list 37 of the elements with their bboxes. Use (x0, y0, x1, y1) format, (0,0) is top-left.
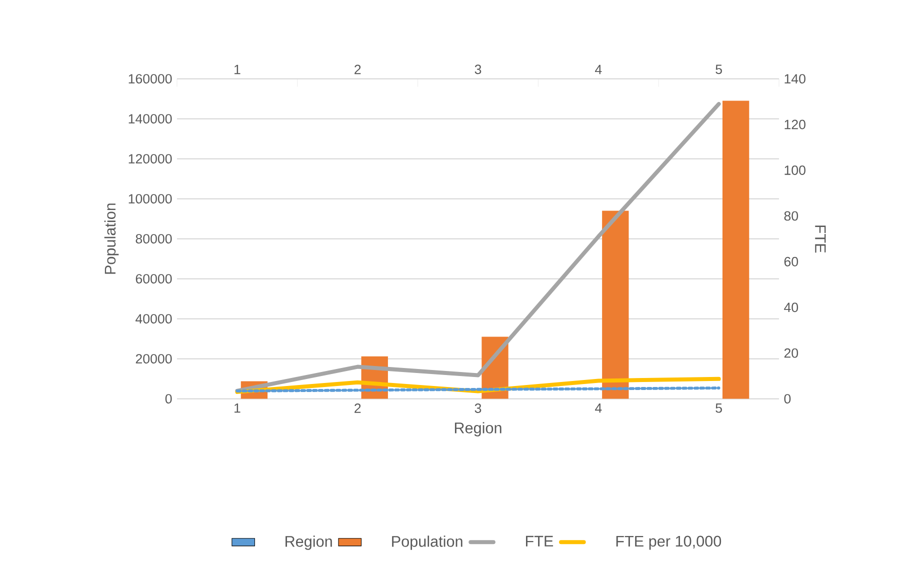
bar (722, 100, 750, 399)
y2-tick-label: 20 (784, 348, 798, 358)
y-tick-label: 100000 (128, 194, 172, 204)
legend-label: FTE per 10,000 (616, 536, 722, 550)
y-tick-label: 20000 (136, 354, 172, 364)
y2-tick-label: 100 (784, 166, 806, 175)
y2-tick-label: 80 (784, 211, 798, 221)
legend-label: FTE (526, 536, 554, 546)
y-tick-label: 120000 (128, 154, 172, 164)
y2-tick-label: 60 (784, 256, 798, 266)
line-series (235, 102, 721, 393)
x2-tick-label: 3 (474, 64, 482, 74)
bar (602, 210, 629, 399)
x2-tick-label: 5 (716, 64, 722, 74)
legend-label: Region (286, 536, 332, 550)
y2-tick-label: 140 (784, 74, 806, 84)
x-tick-label: 3 (474, 404, 482, 413)
y-tick-label: 60000 (136, 274, 172, 284)
y-tick-label: 80000 (136, 234, 172, 244)
x-axis-title: Region (454, 422, 502, 436)
x2-tick-label: 4 (595, 64, 602, 74)
y2-axis-title: FTE (815, 226, 826, 253)
y2-tick-label: 0 (784, 394, 791, 404)
legend-label: Population (392, 536, 462, 550)
y-tick-label: 140000 (128, 114, 172, 124)
x-tick-label: 5 (716, 404, 722, 413)
x-tick-label: 2 (354, 404, 361, 413)
y2-tick-label: 120 (784, 120, 806, 130)
x2-tick-label: 2 (354, 64, 361, 74)
y2-tick-label: 40 (784, 302, 798, 312)
y-tick-label: 0 (165, 394, 172, 404)
x-tick-label: 1 (234, 404, 240, 413)
y-axis-title: Population (104, 204, 119, 274)
x-tick-label: 4 (595, 404, 602, 413)
y-tick-label: 40000 (136, 314, 172, 324)
y-tick-label: 160000 (128, 74, 172, 84)
x2-tick-label: 1 (234, 64, 240, 74)
